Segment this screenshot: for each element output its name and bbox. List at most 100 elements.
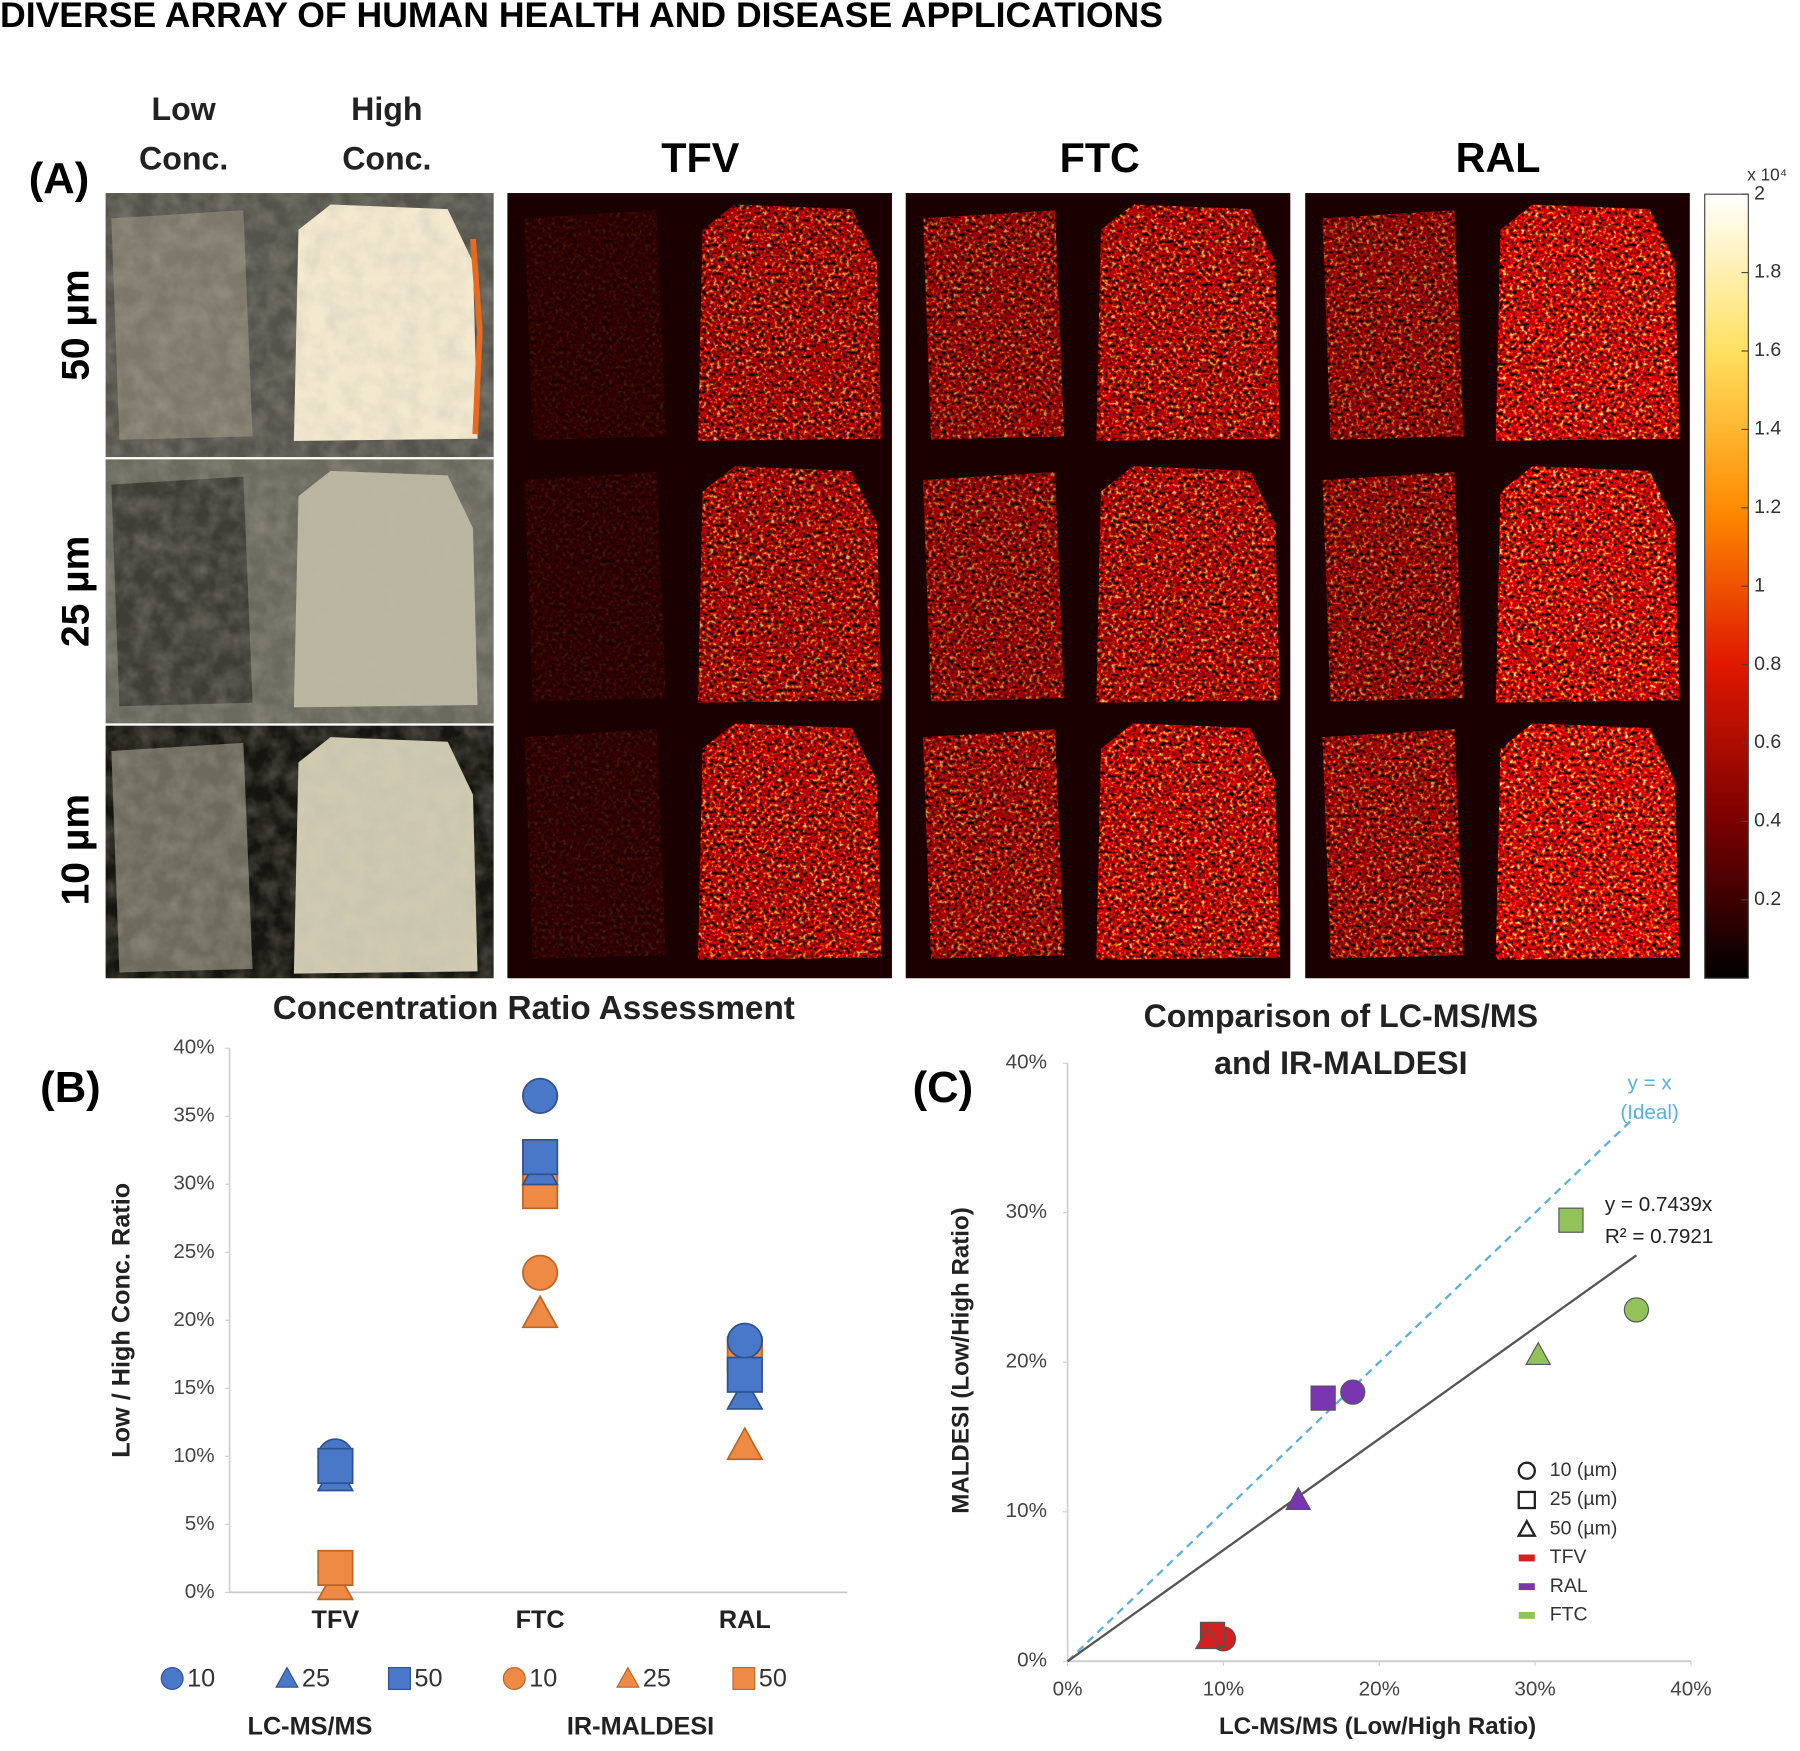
marker-circle — [726, 1322, 763, 1359]
marker-circle — [1623, 1297, 1650, 1323]
y-axis-label: Low / High Conc. Ratio — [108, 1183, 136, 1458]
ion-tissue — [524, 471, 666, 702]
panel-label: (C) — [913, 1064, 974, 1112]
y-tick-label: 40% — [1006, 1051, 1047, 1074]
ion-tissue — [1096, 723, 1280, 960]
y-tick-label: 10% — [173, 1444, 214, 1467]
ion-speckle — [1322, 729, 1464, 959]
colorbar-tick-label: 2 — [1754, 182, 1765, 204]
x-tick-label: TFV — [312, 1606, 360, 1634]
column-label: TFV — [661, 135, 739, 181]
ion-tissue — [524, 729, 666, 959]
marker-square — [317, 1549, 354, 1586]
ideal-line-label: (Ideal) — [1620, 1101, 1679, 1124]
ion-tissue — [922, 471, 1065, 702]
row-label: 25 µm — [54, 536, 97, 647]
marker-square — [732, 1667, 756, 1690]
photo-column-label: High — [351, 91, 422, 127]
ion-tissue — [697, 723, 882, 960]
ion-speckle — [524, 471, 666, 702]
panel-label: (A) — [29, 155, 90, 203]
row-label: 10 µm — [54, 794, 97, 905]
ion-speckle — [922, 729, 1065, 959]
marker-circle — [522, 1077, 559, 1114]
ion-speckle — [524, 729, 666, 959]
marker-triangle — [521, 1294, 559, 1329]
marker-circle — [502, 1667, 526, 1690]
marker-square — [1310, 1385, 1336, 1411]
legend-label: 25 — [643, 1664, 671, 1692]
ion-tissue — [1322, 210, 1464, 440]
ion-tissue — [1096, 204, 1280, 441]
y-axis-label: MALDESI (Low/High Ratio) — [947, 1207, 974, 1514]
x-tick-label: 10% — [1203, 1677, 1244, 1700]
ion-speckle — [1096, 204, 1280, 441]
y-tick-label: 30% — [173, 1172, 214, 1195]
marker-circle — [1340, 1379, 1366, 1405]
ion-speckle — [697, 204, 882, 441]
ion-tissue — [922, 729, 1065, 959]
marker-triangle — [726, 1376, 764, 1410]
row-label: 50 µm — [54, 269, 97, 380]
colorbar-tick-label: 1.8 — [1754, 261, 1781, 283]
legend-label: FTC — [1550, 1604, 1588, 1626]
legend-label: 50 — [414, 1664, 442, 1692]
legend-group-label: IR-MALDESI — [567, 1713, 714, 1741]
legend-label: 10 — [529, 1664, 557, 1692]
ion-speckle — [697, 466, 882, 703]
marker-square — [317, 1447, 354, 1484]
legend-swatch — [1518, 1554, 1535, 1562]
y-tick-label: 40% — [173, 1036, 214, 1059]
photo-edge — [470, 238, 483, 435]
ideal-line — [1066, 1114, 1638, 1663]
ion-speckle — [1096, 466, 1280, 703]
ion-tissue — [922, 210, 1065, 440]
page-title: DIVERSE ARRAY OF HUMAN HEALTH AND DISEAS… — [0, 0, 1163, 35]
marker-circle — [522, 1254, 559, 1291]
marker-circle — [160, 1667, 184, 1690]
ion-tissue — [1096, 466, 1280, 703]
chart-title: Concentration Ratio Assessment — [273, 990, 795, 1027]
colorbar-tick-label: 1.6 — [1754, 339, 1781, 361]
column-label: FTC — [1060, 135, 1140, 181]
ion-tissue — [697, 204, 882, 441]
colorbar-tick-label: 0.2 — [1754, 888, 1781, 910]
ion-speckle — [1495, 204, 1680, 441]
y-tick-label: 30% — [1006, 1200, 1047, 1223]
photo-column-label: Conc. — [139, 140, 228, 176]
ion-speckle — [922, 471, 1065, 702]
chart-title: and IR-MALDESI — [1214, 1045, 1467, 1081]
y-tick-label: 0% — [185, 1580, 215, 1603]
marker-circle — [1517, 1461, 1536, 1480]
x-tick-label: 30% — [1514, 1677, 1555, 1700]
legend-label: 50 (µm) — [1550, 1517, 1618, 1539]
ion-speckle — [1096, 723, 1280, 960]
y-tick-label: 25% — [173, 1240, 214, 1263]
photo-column-label: Conc. — [342, 140, 431, 176]
y-tick-label: 35% — [173, 1104, 214, 1127]
ion-speckle — [1322, 471, 1464, 702]
y-tick-label: 0% — [1017, 1649, 1047, 1672]
legend-label: 10 (µm) — [1550, 1459, 1618, 1481]
fit-label: R² = 0.7921 — [1605, 1225, 1714, 1248]
y-tick-label: 20% — [173, 1308, 214, 1331]
x-axis-label: LC-MS/MS (Low/High Ratio) — [1219, 1713, 1536, 1740]
marker-triangle — [275, 1666, 299, 1688]
marker-triangle — [1525, 1341, 1552, 1365]
ion-speckle — [1322, 210, 1464, 440]
ion-tissue — [1495, 466, 1680, 703]
ion-speckle — [922, 210, 1065, 440]
colorbar-tick-label: 0.4 — [1754, 810, 1781, 832]
ion-tissue — [1322, 729, 1464, 959]
legend-swatch — [1518, 1583, 1535, 1591]
x-tick-label: 40% — [1670, 1677, 1711, 1700]
x-tick-label: 20% — [1359, 1677, 1400, 1700]
marker-triangle — [726, 1426, 764, 1461]
ion-tissue — [1495, 204, 1680, 441]
y-tick-label: 10% — [1006, 1499, 1047, 1522]
ion-speckle — [1495, 466, 1680, 703]
marker-square — [726, 1356, 763, 1393]
x-tick-label: 0% — [1053, 1677, 1083, 1700]
colorbar-tick-label: 1 — [1754, 574, 1765, 596]
